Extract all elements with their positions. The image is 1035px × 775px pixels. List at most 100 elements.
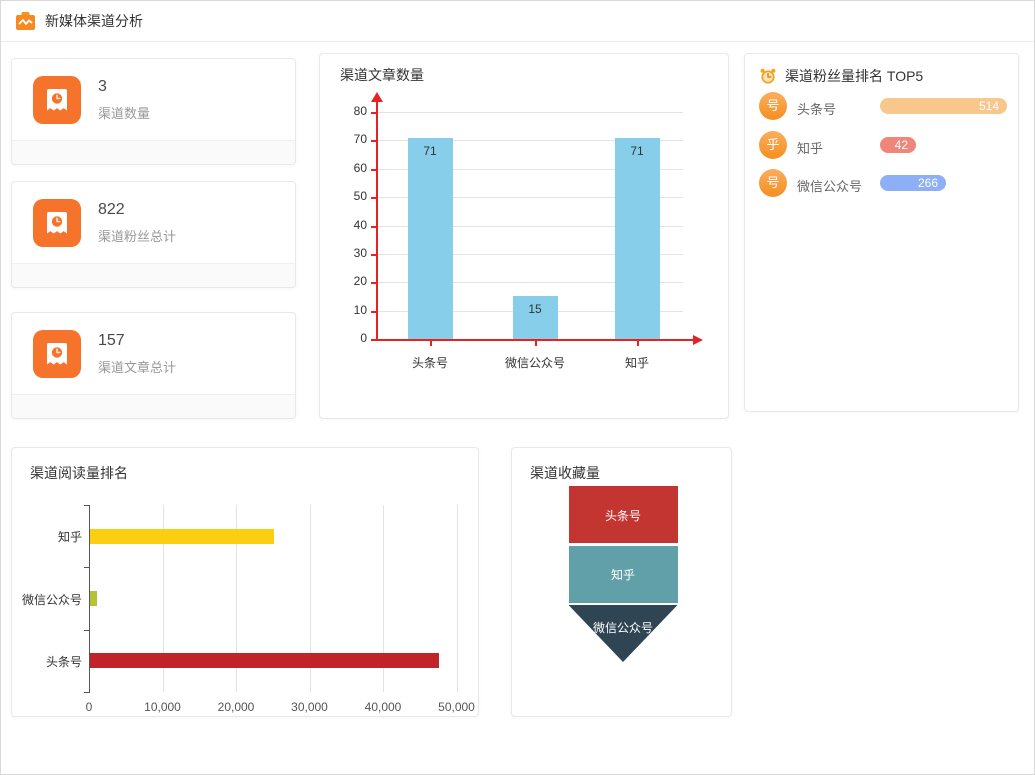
ranking-row: 号头条号 514 xyxy=(745,87,1018,125)
y-axis-tick-label: 70 xyxy=(353,132,367,147)
funnel-label: 微信公众号 xyxy=(592,621,653,635)
bar-value-label: 71 xyxy=(630,143,644,158)
page-title: 新媒体渠道分析 xyxy=(45,13,143,29)
stat-value: 822 xyxy=(98,201,125,218)
reading-chart-plot: 0 10,000 20,000 30,000 40,000 50,000 知乎 微信公众号 头条… xyxy=(12,448,478,716)
briefcase-chart-icon xyxy=(15,11,36,31)
grid-line xyxy=(377,225,683,227)
y-category-label: 微信公众号 xyxy=(21,592,82,607)
funnel-segment[interactable] xyxy=(568,545,678,603)
bookmark-clock-icon xyxy=(33,199,81,247)
grid-line xyxy=(162,505,164,692)
ranking-pill[interactable]: 514 xyxy=(880,98,1007,114)
y-category-label: 头条号 xyxy=(45,654,82,669)
stat-label: 渠道文章总计 xyxy=(98,360,177,375)
bar[interactable] xyxy=(407,137,453,339)
grid-line xyxy=(377,253,683,255)
bar-value-label: 71 xyxy=(423,143,437,158)
y-axis-tick-label: 80 xyxy=(353,104,367,118)
rank-title-row: 渠道粉丝量排名 TOP5 xyxy=(759,66,923,86)
ranking-pill[interactable]: 42 xyxy=(880,136,916,153)
stat-label: 渠道粉丝总计 xyxy=(98,229,177,244)
grid-line xyxy=(377,282,683,284)
bar-value-label: 15 xyxy=(528,302,542,317)
y-axis-tick xyxy=(84,505,89,506)
funnel-label: 头条号 xyxy=(604,508,641,523)
funnel-segment[interactable] xyxy=(568,486,678,543)
chart-title: 渠道文章数量 xyxy=(340,67,424,83)
panel-reading-ranking: 渠道阅读量排名 0 10,000 20,000 30,000 40,000 50,000 知… xyxy=(11,447,479,717)
panel-fans-ranking: 渠道粉丝量排名 TOP5 号头条号 514 乎知乎 42 号微信公众号 266 xyxy=(744,53,1019,412)
ranking-row: 乎知乎 42 xyxy=(745,126,1018,164)
x-category-label: 微信公众号 xyxy=(504,356,565,370)
x-axis-tick xyxy=(535,341,537,346)
panel-article-count-chart: 渠道文章数量 0 10 20 30 40 50 60 70 80 71 头条号 15 微信公众号 71 知乎 xyxy=(319,53,729,419)
x-axis-tick-label: 50,000 xyxy=(438,700,475,714)
grid-line xyxy=(377,140,683,142)
x-category-label: 知乎 xyxy=(624,356,649,370)
ranking-row: 号微信公众号 266 xyxy=(745,164,1018,202)
stat-card-total-articles: 157 渠道文章总计 xyxy=(11,312,296,419)
x-axis-tick-label: 30,000 xyxy=(291,700,328,714)
y-axis-tick-label: 30 xyxy=(353,245,367,260)
grid-line xyxy=(377,112,683,113)
ranking-pill[interactable]: 266 xyxy=(880,175,946,191)
y-axis-tick-label: 10 xyxy=(353,302,367,317)
alarm-clock-icon xyxy=(759,67,777,85)
stat-card-total-fans: 822 渠道粉丝总计 xyxy=(11,181,296,288)
y-axis-tick xyxy=(371,339,377,341)
bar[interactable] xyxy=(90,653,439,669)
bar[interactable] xyxy=(90,591,97,606)
chart-title: 渠道粉丝量排名 TOP5 xyxy=(785,68,924,84)
y-axis-arrow xyxy=(371,92,383,102)
fans-ranking-list: 号头条号 514 乎知乎 42 号微信公众号 266 xyxy=(745,54,1018,411)
funnel-label: 知乎 xyxy=(610,568,635,582)
stat-text: 157 渠道文章总计 xyxy=(98,332,176,376)
channel-avatar: 乎 xyxy=(759,130,787,159)
bar[interactable] xyxy=(614,137,660,339)
x-axis-tick-label: 10,000 xyxy=(144,700,181,714)
x-axis-tick-label: 20,000 xyxy=(217,700,255,714)
y-axis-tick xyxy=(84,567,89,569)
y-axis-tick xyxy=(371,310,377,313)
stat-label: 渠道数量 xyxy=(98,106,151,121)
y-axis-tick xyxy=(371,168,377,171)
stat-body: 157 渠道文章总计 xyxy=(12,313,295,378)
app-header: 新媒体渠道分析 xyxy=(1,1,1034,42)
y-axis-line xyxy=(89,505,90,693)
stat-card-footer xyxy=(12,263,295,287)
stat-card-channel-count: 3 渠道数量 xyxy=(11,58,296,165)
y-axis-tick xyxy=(84,629,89,631)
y-axis-tick xyxy=(371,225,377,228)
channel-avatar: 号 xyxy=(759,169,787,197)
chart-title: 渠道收藏量 xyxy=(530,465,600,481)
stat-value: 3 xyxy=(98,78,107,95)
grid-line xyxy=(383,505,384,692)
x-category-label: 头条号 xyxy=(411,356,448,370)
bar[interactable] xyxy=(512,296,558,339)
channel-label: 知乎 xyxy=(797,140,824,156)
bar[interactable] xyxy=(90,528,274,544)
grid-line xyxy=(456,505,458,692)
x-axis-tick-label: 40,000 xyxy=(364,700,402,714)
funnel-chart-plot: 头条号知乎微信公众号 xyxy=(512,448,731,716)
stat-value: 157 xyxy=(98,332,125,349)
stat-text: 822 渠道粉丝总计 xyxy=(98,201,176,245)
y-axis-tick xyxy=(371,112,377,114)
y-axis-tick-label: 40 xyxy=(353,217,367,232)
y-axis-tick-label: 50 xyxy=(353,189,367,204)
stat-text: 3 渠道数量 xyxy=(98,78,150,122)
x-axis-tick-label: 0 xyxy=(85,700,93,714)
bookmark-clock-icon xyxy=(33,330,81,378)
grid-line xyxy=(236,505,237,692)
y-axis-tick xyxy=(371,197,377,200)
x-axis-tick xyxy=(430,341,432,346)
stat-card-footer xyxy=(12,140,295,164)
x-axis-line xyxy=(377,339,693,341)
y-axis-tick xyxy=(371,282,377,285)
y-axis-line xyxy=(376,102,378,341)
y-axis-tick xyxy=(84,692,89,693)
chart-title: 渠道阅读量排名 xyxy=(30,465,128,481)
stat-body: 3 渠道数量 xyxy=(12,59,295,124)
